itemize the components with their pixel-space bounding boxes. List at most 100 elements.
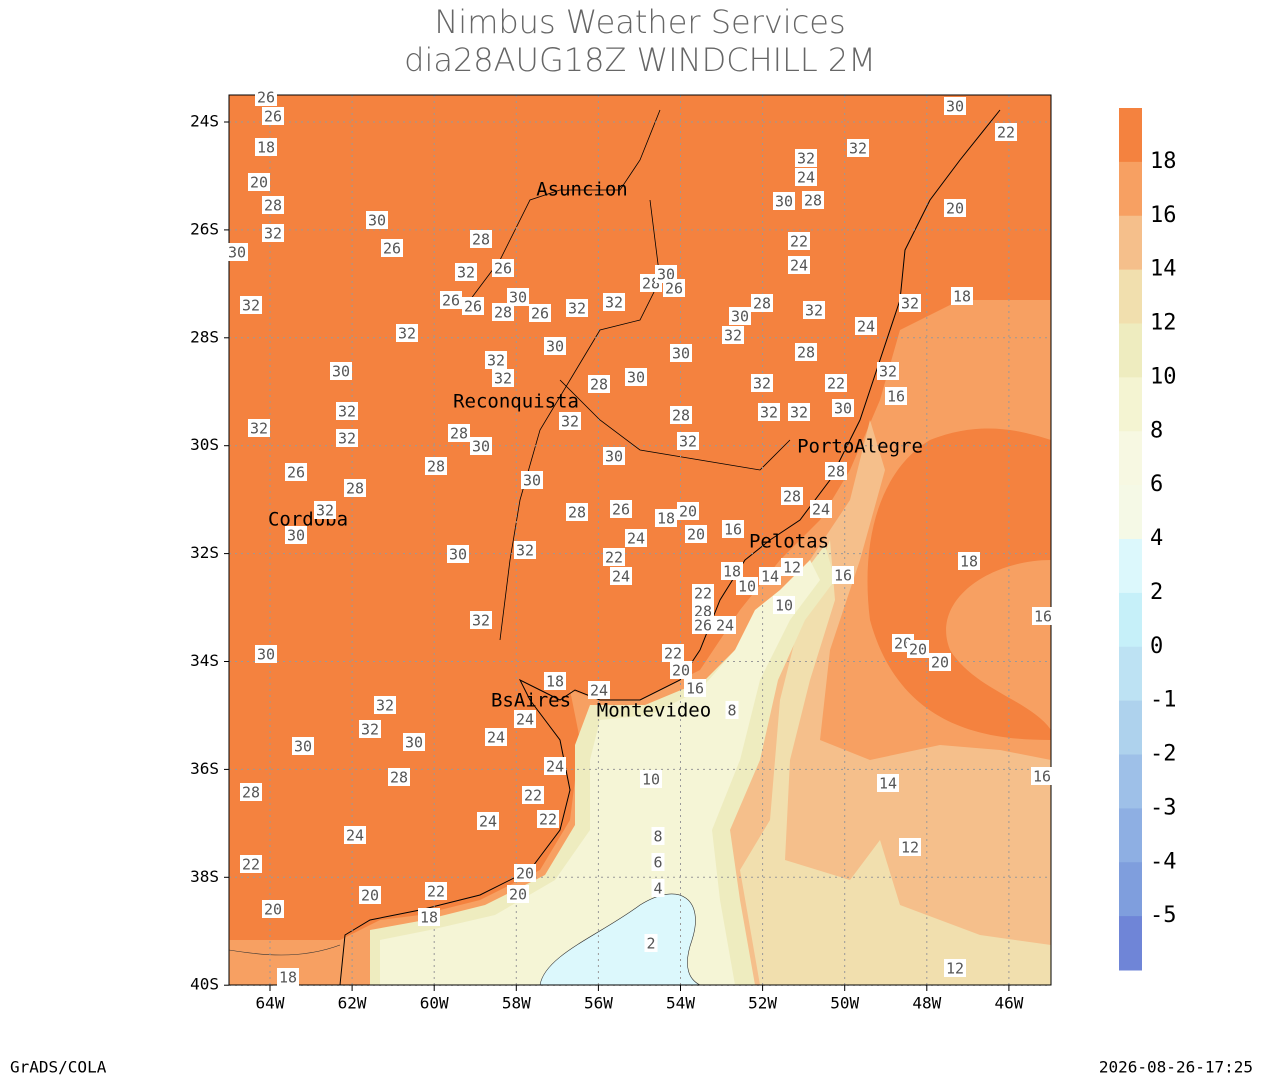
contour-label-bg <box>810 500 832 518</box>
contour-label-bg <box>559 412 581 430</box>
contour-label-bg <box>603 293 625 311</box>
contour-label-bg <box>788 256 810 274</box>
contour-label-bg <box>462 297 484 315</box>
city-label: Cordoba <box>268 509 348 531</box>
contour-label: 24 <box>346 827 364 845</box>
contour-label: 22 <box>997 124 1015 142</box>
colorbar-label: 14 <box>1150 257 1177 282</box>
lon-label: 60W <box>420 994 449 1013</box>
contour-label-bg <box>670 344 692 362</box>
contour-label: 18 <box>723 563 741 581</box>
colorbar-label: 8 <box>1150 418 1163 443</box>
contour-label-bg <box>544 757 566 775</box>
contour-label-bg <box>855 317 877 335</box>
lat-label: 28S <box>190 327 219 346</box>
contour-label: 30 <box>731 308 749 326</box>
contour-label-bg <box>729 307 751 325</box>
contour-label-bg <box>802 191 824 209</box>
contour-label-bg <box>795 168 817 186</box>
contour-label: 28 <box>450 425 468 443</box>
contour-label-bg <box>655 265 677 283</box>
contour-label-bg <box>514 541 536 559</box>
contour-label-bg <box>588 681 610 699</box>
contour-label-bg <box>670 406 692 424</box>
contour-label: 32 <box>679 433 697 451</box>
contour-label: 20 <box>516 865 534 883</box>
contour-label-bg <box>366 211 388 229</box>
contour-label: 18 <box>257 139 275 157</box>
field-warm-ocean <box>867 428 1051 740</box>
contour-label: 30 <box>368 212 386 230</box>
contour-label: 16 <box>724 521 742 539</box>
colorbar-swatch <box>1119 862 1142 917</box>
contour-label: 26 <box>287 464 305 482</box>
contour-label-bg <box>485 728 507 746</box>
colorbar-swatch <box>1119 808 1142 863</box>
contour-label-bg <box>773 192 795 210</box>
colorbar-label: 4 <box>1150 526 1163 551</box>
lat-label: 40S <box>190 975 219 994</box>
footer-left: GrADS/COLA <box>10 1058 107 1077</box>
contour-label-bg <box>759 567 781 585</box>
contour-label: 26 <box>442 292 460 310</box>
lat-label: 36S <box>190 759 219 778</box>
contour-label: 32 <box>472 612 490 630</box>
colorbar-swatch <box>1119 215 1142 271</box>
contour-label: 30 <box>605 448 623 466</box>
contour-label: 24 <box>516 711 534 729</box>
contour-label-bg <box>781 487 803 505</box>
contour-label: 32 <box>250 420 268 438</box>
contour-label: 22 <box>524 787 542 805</box>
contour-label-bg <box>537 810 559 828</box>
contour-label-bg <box>773 596 795 614</box>
field-14 <box>700 420 1051 985</box>
contour-label-bg <box>418 908 440 926</box>
colorbar-label: -4 <box>1150 849 1177 874</box>
lat-label: 38S <box>190 867 219 886</box>
contour-label: 32 <box>753 375 771 393</box>
contour-label-bg <box>847 139 869 157</box>
contour-label-bg <box>958 552 980 570</box>
contour-label: 28 <box>427 458 445 476</box>
contour-label-bg <box>995 123 1017 141</box>
colorbar-label: 6 <box>1150 472 1163 497</box>
contour-label: 18 <box>420 909 438 927</box>
contour-label-bg <box>603 447 625 465</box>
field-2 <box>539 893 701 985</box>
contour-label-bg <box>277 968 299 986</box>
contour-label-bg <box>285 526 307 544</box>
contour-label: 16 <box>1034 608 1052 626</box>
colorbar-swatch <box>1119 485 1142 540</box>
title: Nimbus Weather Services <box>434 3 845 41</box>
contour-label-bg <box>359 720 381 738</box>
contour-label: 18 <box>546 673 564 691</box>
contour-label-bg <box>644 934 658 952</box>
city-label: BsAires <box>491 690 571 712</box>
contour-label-bg <box>651 827 665 845</box>
lon-label: 62W <box>338 994 367 1013</box>
contour-label: 28 <box>242 784 260 802</box>
contour-label: 32 <box>901 295 919 313</box>
contour-label: 32 <box>790 404 808 422</box>
contour-label: 28 <box>472 231 490 249</box>
contour-label: 30 <box>672 345 690 363</box>
contour-label: 32 <box>361 721 379 739</box>
contour-label: 6 <box>653 854 662 872</box>
contour-label: 32 <box>242 297 260 315</box>
contour-label-bg <box>470 611 492 629</box>
contour-label: 20 <box>672 662 690 680</box>
contour-label-bg <box>751 374 773 392</box>
contour-label: 32 <box>879 363 897 381</box>
colorbar-swatch <box>1119 323 1142 378</box>
contour-label-bg <box>951 287 973 305</box>
map-frame <box>228 94 1052 986</box>
contour-label: 26 <box>531 305 549 323</box>
contour-label-bg <box>825 374 847 392</box>
contour-label: 28 <box>590 376 608 394</box>
contour-label-bg <box>255 645 277 663</box>
city-label: Reconquista <box>453 391 579 413</box>
colorbar-swatch <box>1119 754 1142 809</box>
contour-labels: Asuncion Reconquista PortoAlegre Cordoba Pel… <box>226 88 1054 987</box>
city-label: Pelotas <box>749 531 829 553</box>
